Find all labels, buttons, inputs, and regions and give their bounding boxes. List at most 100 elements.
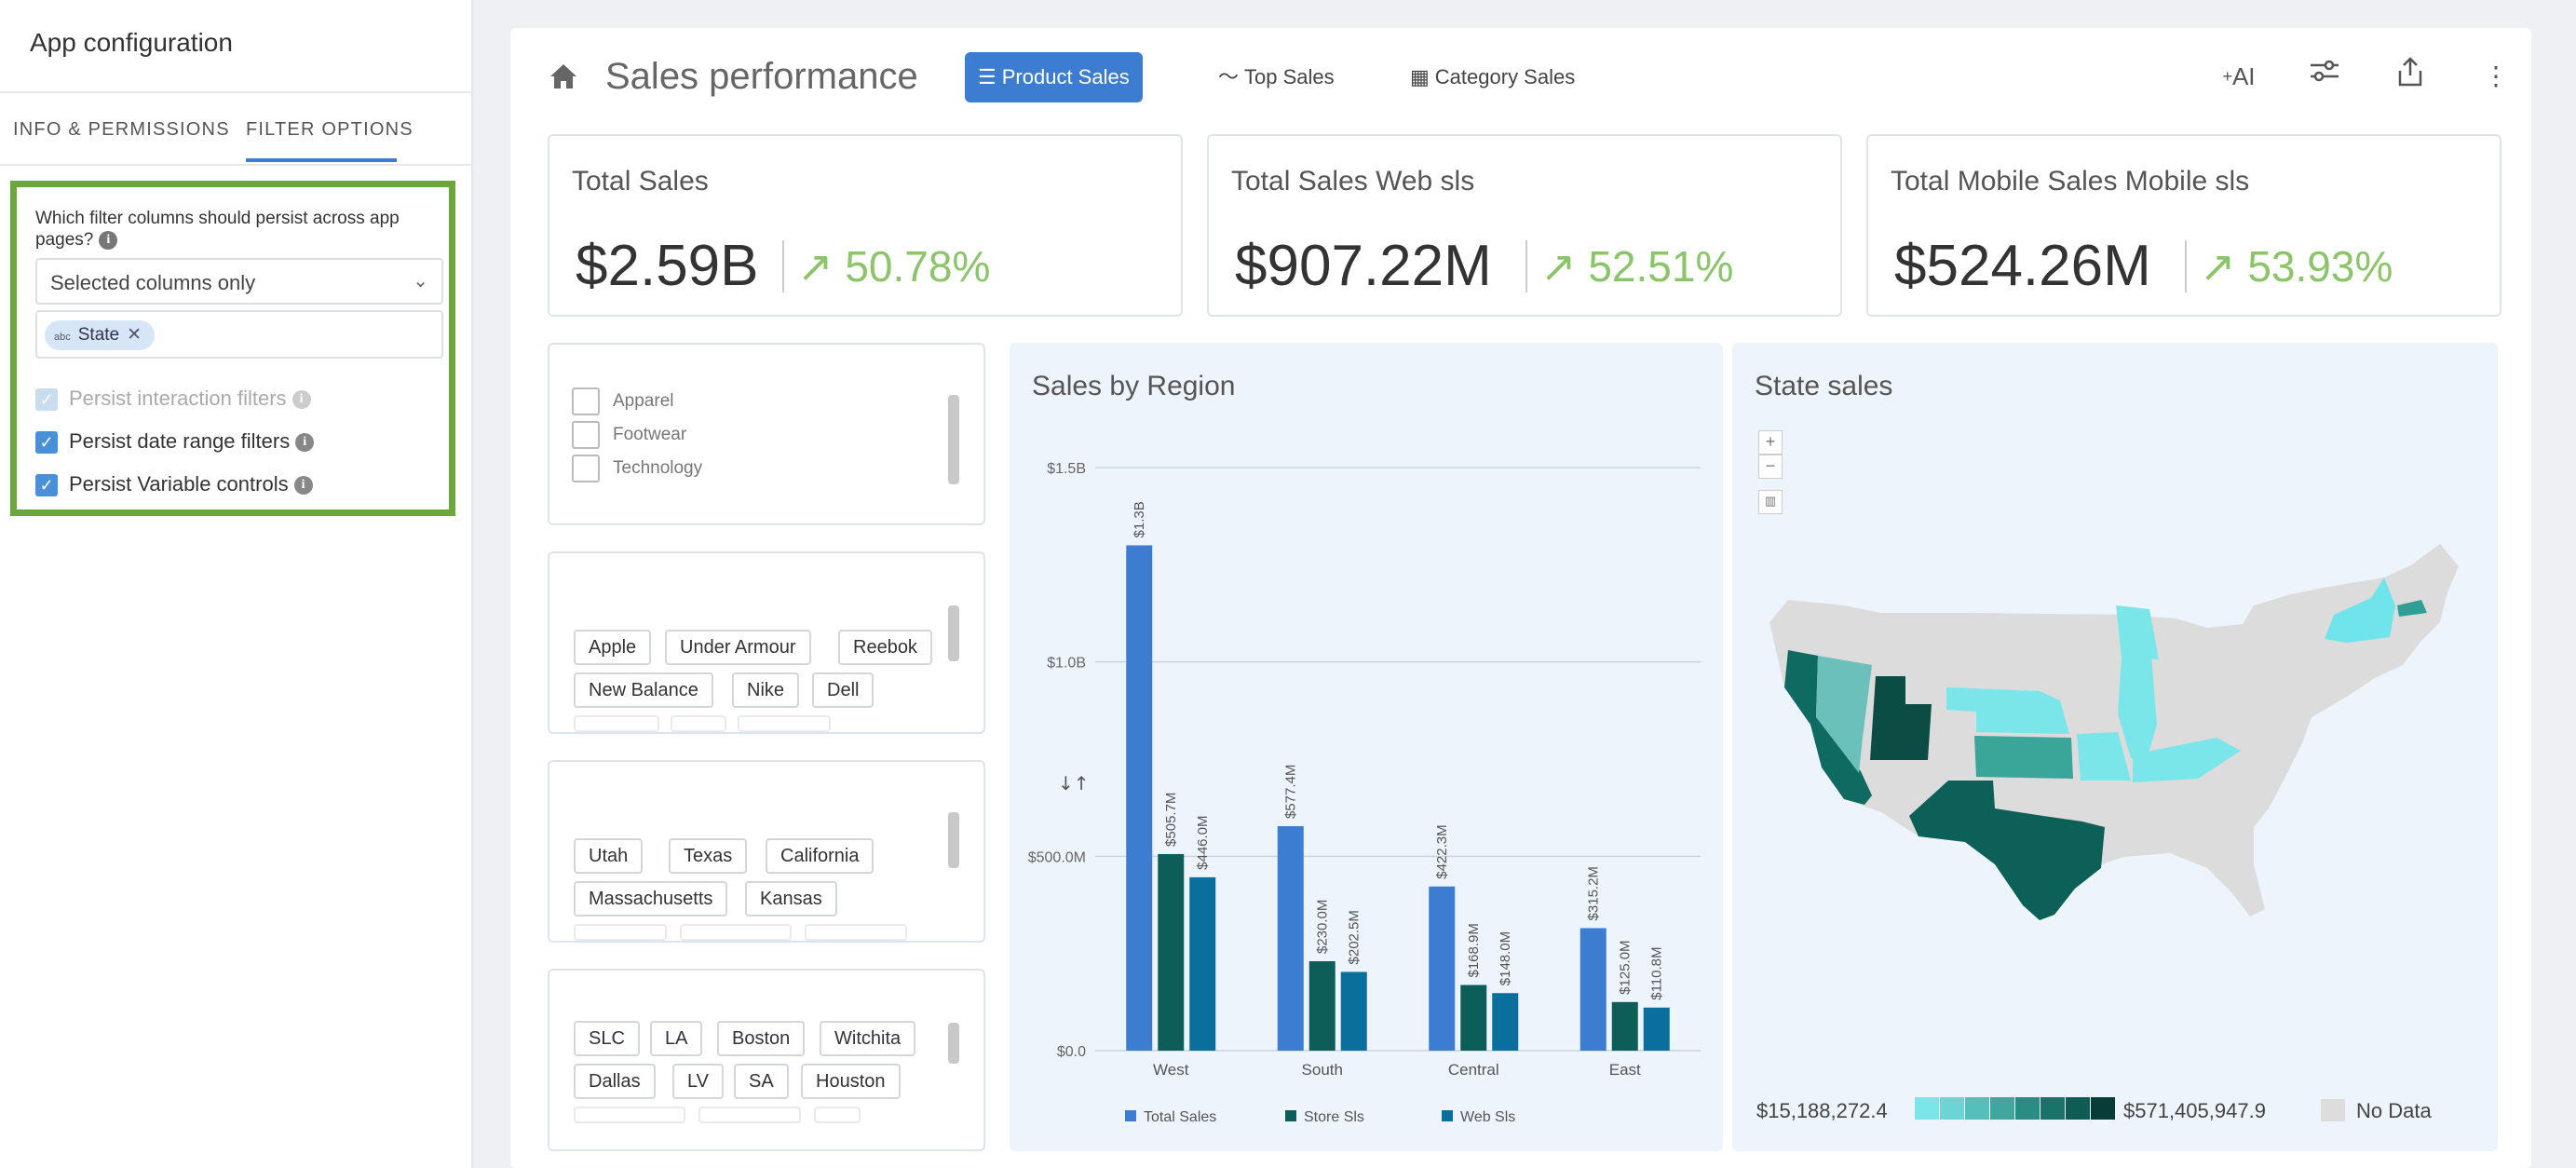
- checkbox-persist-interaction-filters[interactable]: ✓ Persist interaction filters i: [35, 385, 311, 413]
- checkbox-persist-date-range-filters[interactable]: ✓ Persist date range filters i: [35, 428, 315, 455]
- selected-columns-field[interactable]: abc State ✕: [35, 310, 443, 359]
- map-title: State sales: [1755, 371, 1893, 401]
- city-tag[interactable]: [574, 1107, 685, 1123]
- city-tag[interactable]: LV: [672, 1064, 724, 1099]
- state-tag[interactable]: Massachusetts: [574, 881, 728, 917]
- brand-tag[interactable]: [574, 715, 659, 732]
- dashboard-canvas: Sales performance ☰ Product Sales 〜 Top Sa…: [510, 28, 2531, 1168]
- tab-info-permissions[interactable]: INFO & PERMISSIONS: [13, 119, 230, 140]
- kpi-card-mobile-sales[interactable]: Total Mobile Sales Mobile sls $524.26M ↗…: [1866, 134, 2501, 317]
- city-tag[interactable]: Dallas: [574, 1064, 656, 1099]
- city-tag[interactable]: SLC: [574, 1021, 640, 1056]
- legend-swatch: [1442, 1110, 1453, 1121]
- line-chart-icon: 〜: [1218, 65, 1240, 88]
- state-tag[interactable]: [805, 924, 907, 941]
- share-button[interactable]: [2390, 56, 2431, 97]
- state-new-york: [2325, 577, 2395, 643]
- remove-chip-icon[interactable]: ✕: [127, 325, 142, 345]
- kpi-card-total-sales[interactable]: Total Sales $2.59B ↗ 50.78%: [548, 134, 1183, 317]
- city-tag[interactable]: LA: [650, 1021, 703, 1056]
- brand-tag[interactable]: Under Armour: [665, 630, 811, 665]
- city-tag[interactable]: [814, 1107, 861, 1123]
- info-icon[interactable]: i: [295, 433, 315, 453]
- us-map: [1769, 544, 2459, 920]
- brand-tag[interactable]: [671, 715, 726, 732]
- page-title: Sales performance: [605, 56, 918, 97]
- category-filter: Apparel Footwear Technology: [548, 343, 985, 525]
- config-tabs: INFO & PERMISSIONS FILTER OPTIONS: [0, 93, 473, 166]
- view-top-sales-button[interactable]: 〜 Top Sales: [1205, 52, 1348, 102]
- home-icon[interactable]: [548, 61, 579, 96]
- filter-controls-button[interactable]: [2304, 56, 2345, 97]
- legend-label: Total Sales: [1144, 1109, 1216, 1125]
- state-utah: [1870, 676, 1932, 760]
- scrollbar[interactable]: [948, 605, 959, 661]
- state-nevada: [1816, 656, 1872, 773]
- brand-tag[interactable]: [738, 715, 831, 732]
- view-category-sales-button[interactable]: ▦ Category Sales: [1397, 52, 1588, 102]
- city-tag[interactable]: SA: [734, 1064, 789, 1099]
- brand-tag[interactable]: Nike: [732, 672, 800, 708]
- scrollbar[interactable]: [948, 395, 959, 484]
- bar: [1460, 985, 1487, 1051]
- legend-label: Web Sls: [1460, 1109, 1515, 1125]
- state-tag[interactable]: Kansas: [745, 881, 837, 917]
- x-tick-label: Central: [1448, 1061, 1499, 1079]
- kpi-label: Total Mobile Sales Mobile sls: [1891, 166, 2250, 197]
- ai-assistant-button[interactable]: +AI: [2218, 56, 2259, 97]
- state-tag[interactable]: Texas: [669, 838, 748, 874]
- brand-tag[interactable]: Reebok: [838, 630, 932, 665]
- state-california: [1784, 650, 1872, 805]
- data-label: $168.9M: [1466, 923, 1482, 977]
- column-chip[interactable]: abc State ✕: [45, 320, 156, 350]
- data-label: $125.0M: [1618, 940, 1634, 994]
- kpi-trend-value: 53.93%: [2247, 242, 2393, 291]
- category-option[interactable]: Footwear: [572, 421, 686, 449]
- brand-filter: Apple Under Armour Reebok New Balance Ni…: [548, 551, 985, 734]
- reset-view-button[interactable]: ▥: [1758, 490, 1783, 514]
- zoom-out-button[interactable]: −: [1758, 455, 1783, 479]
- brand-tag[interactable]: Dell: [812, 672, 874, 708]
- state-tag[interactable]: California: [766, 838, 874, 874]
- state-tag[interactable]: [680, 924, 792, 941]
- tab-filter-options[interactable]: FILTER OPTIONS: [246, 119, 414, 140]
- checkbox-icon: [572, 387, 600, 415]
- brand-tag[interactable]: Apple: [574, 630, 652, 665]
- scrollbar[interactable]: [948, 812, 959, 868]
- bar: [1579, 928, 1607, 1051]
- kpi-trend: ↗ 52.51%: [1525, 240, 1733, 292]
- trend-up-icon: ↗: [2200, 242, 2236, 291]
- persist-columns-select[interactable]: Selected columns only ⌄: [35, 258, 443, 305]
- brand-tag[interactable]: New Balance: [574, 672, 713, 708]
- data-label: $422.3M: [1434, 824, 1450, 878]
- scrollbar[interactable]: [948, 1023, 959, 1064]
- legend-max: $571,405,947.9: [2123, 1099, 2266, 1122]
- info-icon[interactable]: i: [291, 390, 311, 410]
- kpi-value: $907.22M: [1235, 234, 1492, 298]
- city-tag[interactable]: Witchita: [820, 1021, 916, 1056]
- more-options-button[interactable]: ⋮: [2475, 56, 2516, 97]
- color-scale: [1915, 1097, 2115, 1120]
- state-kansas: [1974, 736, 2073, 779]
- kpi-card-web-sales[interactable]: Total Sales Web sls $907.22M ↗ 52.51%: [1207, 134, 1842, 317]
- kpi-label: Total Sales Web sls: [1231, 166, 1475, 197]
- persist-question-text: Which filter columns should persist acro…: [35, 209, 400, 250]
- trend-up-icon: ↗: [1540, 242, 1577, 291]
- checkbox-persist-variable-controls[interactable]: ✓ Persist Variable controls i: [35, 470, 313, 498]
- category-option[interactable]: Apparel: [572, 387, 674, 415]
- zoom-in-button[interactable]: +: [1758, 430, 1783, 455]
- state-tag[interactable]: [574, 924, 667, 941]
- no-data-swatch: [2321, 1099, 2345, 1121]
- city-tag[interactable]: Houston: [801, 1064, 901, 1099]
- state-kentucky: [2133, 738, 2241, 782]
- y-tick-label: $1.5B: [1047, 461, 1086, 477]
- state-tag[interactable]: Utah: [574, 838, 644, 874]
- view-product-sales-button[interactable]: ☰ Product Sales: [965, 52, 1143, 102]
- city-tag[interactable]: [698, 1107, 801, 1123]
- info-icon[interactable]: i: [293, 476, 313, 496]
- data-label: $110.8M: [1649, 946, 1665, 999]
- category-option[interactable]: Technology: [572, 455, 702, 482]
- city-tag[interactable]: Boston: [717, 1021, 806, 1056]
- info-icon[interactable]: i: [99, 230, 118, 250]
- checkbox-checked-icon: ✓: [35, 388, 58, 412]
